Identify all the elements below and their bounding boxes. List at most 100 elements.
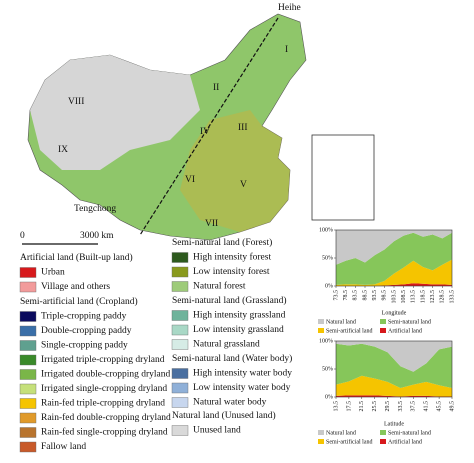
legend-label: Irrigated triple-cropping dryland bbox=[41, 355, 165, 365]
legend-swatch bbox=[380, 319, 386, 324]
x-tick-label: 98.5 bbox=[382, 290, 388, 301]
legend-label: Natural forest bbox=[193, 281, 246, 292]
scale-label: 3000 km bbox=[80, 231, 114, 241]
legend-swatch bbox=[171, 397, 189, 408]
place-label: Tengchong bbox=[74, 204, 116, 214]
region-label: IX bbox=[58, 145, 68, 155]
y-tick-label: 0% bbox=[325, 283, 333, 289]
legend-heading: Semi-natural land (Water body) bbox=[172, 353, 292, 364]
legend-swatch bbox=[171, 339, 189, 350]
legend-swatch bbox=[19, 383, 37, 395]
area bbox=[336, 343, 452, 389]
x-tick-label: 123.5 bbox=[430, 290, 436, 304]
legend-label: Triple-cropping paddy bbox=[41, 312, 127, 322]
legend-swatch bbox=[171, 310, 189, 321]
legend-swatch bbox=[171, 425, 189, 436]
x-tick-label: 108.5 bbox=[401, 290, 407, 304]
scale-label: 0 bbox=[20, 231, 25, 241]
legend-label: Natural water body bbox=[193, 398, 267, 408]
legend-swatch bbox=[19, 398, 37, 409]
y-tick-label: 100% bbox=[319, 338, 333, 344]
legend-swatch bbox=[19, 369, 37, 380]
x-tick-label: 128.5 bbox=[440, 290, 446, 304]
legend-label: Semi-artificial land bbox=[326, 438, 372, 445]
legend-swatch bbox=[318, 430, 324, 435]
legend-swatch bbox=[171, 368, 189, 379]
legend-heading: Semi-natural land (Forest) bbox=[172, 237, 272, 248]
south-china-sea-inset bbox=[311, 134, 375, 221]
legend-label: Single-cropping paddy bbox=[41, 341, 128, 351]
legend-swatch bbox=[19, 427, 37, 438]
legend-heading: Natural land (Unused land) bbox=[172, 410, 276, 421]
legend: Artificial land (Built-up land) Urban Vill… bbox=[19, 237, 292, 453]
legend-swatch bbox=[318, 439, 324, 444]
legend-label: Artificial land bbox=[388, 438, 422, 445]
x-tick-label: 17.5 bbox=[346, 401, 352, 412]
x-tick-label: 29.5 bbox=[385, 401, 391, 412]
legend-swatch bbox=[380, 328, 386, 333]
x-tick-label: 113.5 bbox=[411, 290, 417, 303]
area bbox=[336, 375, 452, 397]
legend-label: Semi-natural land bbox=[388, 430, 431, 436]
x-tick-label: 13.5 bbox=[333, 401, 339, 412]
legend-swatch bbox=[171, 324, 189, 336]
legend-swatch bbox=[171, 382, 189, 394]
legend-label: Rain-fed single-cropping dryland bbox=[41, 427, 168, 438]
region-label: V bbox=[240, 180, 247, 190]
y-tick-label: 0% bbox=[325, 394, 333, 400]
x-tick-label: 21.5 bbox=[359, 401, 365, 412]
region-label: VI bbox=[185, 175, 195, 185]
charts: 0% 50% 100% 73.5 78.5 83.5 88.5 93.5 98.5 103.5 10… bbox=[318, 227, 455, 445]
x-tick-label: 93.5 bbox=[372, 290, 378, 301]
legend-swatch bbox=[19, 281, 37, 293]
legend-label: Village and others bbox=[41, 282, 110, 292]
x-tick-label: 33.5 bbox=[398, 401, 404, 412]
x-tick-label: 41.5 bbox=[424, 401, 430, 412]
legend-swatch bbox=[19, 267, 37, 278]
legend-swatch bbox=[380, 430, 386, 435]
region-label: VIII bbox=[68, 97, 84, 107]
x-tick-label: 73.5 bbox=[333, 290, 339, 301]
region-label: III bbox=[238, 123, 248, 133]
x-tick-label: 133.5 bbox=[449, 290, 455, 304]
region-label: VII bbox=[205, 219, 218, 229]
x-tick-label: 37.5 bbox=[411, 401, 417, 412]
legend-label: Urban bbox=[41, 268, 65, 278]
x-tick-label: 49.5 bbox=[449, 401, 455, 412]
legend-label: High intensity grassland bbox=[193, 311, 286, 321]
legend-label: Semi-artificial land bbox=[326, 327, 372, 334]
region-label: I bbox=[285, 45, 288, 55]
legend-label: Low intensity forest bbox=[193, 266, 270, 277]
legend-label: Low intensity water body bbox=[193, 383, 291, 393]
legend-swatch bbox=[380, 439, 386, 444]
legend-label: Rain-fed double-cropping dryland bbox=[41, 412, 171, 423]
region-label: II bbox=[213, 83, 219, 93]
legend-label: Artificial land bbox=[388, 327, 422, 334]
area bbox=[336, 232, 452, 285]
x-tick-label: 78.5 bbox=[343, 290, 349, 301]
legend-label: Rain-fed triple-cropping dryland bbox=[41, 398, 165, 409]
legend-heading: Artificial land (Built-up land) bbox=[20, 252, 133, 263]
x-axis-label: Latitude bbox=[384, 421, 404, 427]
hu-line bbox=[139, 17, 279, 236]
legend-swatch bbox=[171, 252, 189, 263]
legend-label: Irrigated single-cropping dryland bbox=[41, 384, 167, 394]
x-tick-label: 103.5 bbox=[391, 290, 397, 304]
legend-swatch bbox=[19, 412, 37, 424]
legend-swatch bbox=[19, 325, 37, 337]
y-tick-label: 50% bbox=[322, 255, 333, 261]
legend-label: Semi-natural land bbox=[388, 319, 431, 325]
x-tick-label: 83.5 bbox=[353, 290, 359, 301]
x-tick-label: 45.5 bbox=[436, 401, 442, 412]
eastern-cropland bbox=[180, 110, 290, 232]
x-tick-label: 118.5 bbox=[420, 290, 426, 303]
area bbox=[336, 230, 452, 265]
legend-swatch bbox=[171, 281, 189, 292]
legend-label: Double-cropping paddy bbox=[41, 326, 132, 336]
legend-swatch bbox=[171, 266, 189, 278]
legend-swatch bbox=[19, 340, 37, 351]
area bbox=[336, 283, 452, 286]
western-unused bbox=[30, 55, 200, 170]
